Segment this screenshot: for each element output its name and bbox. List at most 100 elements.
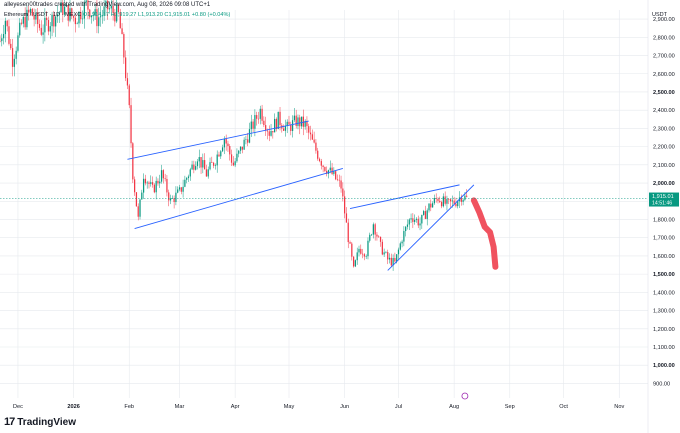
candle-body <box>268 131 270 136</box>
candle-body <box>317 150 319 159</box>
candle-body <box>150 182 152 184</box>
candle-body <box>342 188 344 197</box>
candle-body <box>193 164 195 170</box>
candle-body <box>195 166 197 170</box>
y-tick-label: 1,400.00 <box>653 290 675 296</box>
candle-body <box>229 146 231 155</box>
tradingview-watermark[interactable]: 17 TradingView <box>4 416 76 428</box>
candle-body <box>290 124 292 131</box>
y-tick-label: 1,600.00 <box>653 254 675 260</box>
candle-body <box>239 146 242 151</box>
candle-body <box>69 8 71 21</box>
candle-body <box>344 196 346 214</box>
time-axis[interactable]: Dec 2026 Feb Mar Apr May Jun Jul Aug Sep Oct Nov <box>13 392 624 410</box>
candle-body <box>302 116 304 127</box>
candle-body <box>80 11 82 20</box>
candle-body <box>406 224 409 227</box>
candle-body <box>186 178 188 180</box>
channel-upper-line <box>127 120 309 160</box>
candle-body <box>212 162 215 166</box>
candle-body <box>62 2 64 15</box>
candle-body <box>282 128 285 131</box>
candle-body <box>108 8 111 10</box>
low-value: L1,913.20 <box>137 12 163 18</box>
candle-body <box>256 115 258 119</box>
candle-body <box>2 34 5 39</box>
candle-body <box>83 2 85 19</box>
candle-body <box>178 187 181 190</box>
x-tick-label: Mar <box>175 404 185 410</box>
y-tick-label: 2,300.00 <box>653 126 675 132</box>
candle-body <box>431 203 434 208</box>
symbol-label[interactable]: Ethereum / USDT · 1D · MEXC <box>4 12 82 18</box>
candle-body <box>340 180 342 189</box>
candle-body <box>408 219 410 225</box>
y-tick-label: 900.00 <box>653 381 670 387</box>
candle-body <box>65 5 68 7</box>
candle-body <box>365 256 367 257</box>
change-value: +0.80 (+0.04%) <box>191 12 231 18</box>
candle-body <box>462 199 464 202</box>
candle-body <box>125 57 127 79</box>
candle-body <box>116 5 118 22</box>
candle-body <box>166 179 168 193</box>
candle-body <box>392 257 394 266</box>
candle-body <box>297 117 299 126</box>
candle-body <box>238 150 240 154</box>
candle-body <box>35 12 37 20</box>
candle-body <box>71 8 73 17</box>
candle-body <box>265 125 267 131</box>
candle-body <box>401 241 403 244</box>
candle-body <box>275 118 278 130</box>
candle-body <box>157 180 159 184</box>
candle-body <box>74 17 77 25</box>
y-tick-label: 2,600.00 <box>653 72 675 78</box>
candle-body <box>397 249 400 255</box>
candle-body <box>117 5 120 13</box>
countdown-label: 14:51:46 <box>652 201 672 207</box>
candle-body <box>446 199 448 204</box>
x-tick-label: Jul <box>395 404 402 410</box>
candle-body <box>200 157 202 168</box>
candle-body <box>234 161 236 166</box>
y-tick-label: 1,300.00 <box>653 309 675 315</box>
candle-body <box>327 170 330 174</box>
candle-body <box>338 179 340 181</box>
candle-body <box>451 200 453 202</box>
candle-body <box>405 226 407 232</box>
candle-body <box>107 0 109 10</box>
candle-body <box>284 125 287 131</box>
candle-body <box>286 121 288 126</box>
trendlines <box>127 120 475 271</box>
candle-body <box>81 18 84 20</box>
candle-body <box>455 203 457 207</box>
candle-body <box>110 5 112 9</box>
candle-body <box>250 121 252 130</box>
candle-body <box>304 120 306 127</box>
candle-body <box>123 34 125 58</box>
candle-body <box>370 234 373 236</box>
last-price-badge <box>649 192 679 207</box>
candle-body <box>146 182 148 184</box>
candle-body <box>358 248 360 253</box>
candle-body <box>67 5 69 21</box>
candle-body <box>4 20 7 35</box>
candle-body <box>457 201 459 207</box>
candle-body <box>335 171 337 180</box>
x-tick-label: Sep <box>505 404 515 410</box>
bearish-projection <box>470 197 499 270</box>
candle-body <box>119 12 121 29</box>
candle-body <box>378 236 380 238</box>
candle-body <box>44 17 46 33</box>
price-axis[interactable]: 900.00 1,000.00 1,100.00 1,200.00 1,300.00 1,… <box>649 17 679 387</box>
candle-body <box>383 252 385 255</box>
candle-body <box>318 158 321 162</box>
candle-body <box>11 48 14 67</box>
candle-body <box>336 179 339 180</box>
candle-body <box>132 143 134 180</box>
candle-body <box>133 179 136 193</box>
candle-body <box>331 167 333 174</box>
candle-body <box>31 8 33 16</box>
candle-body <box>257 118 260 120</box>
